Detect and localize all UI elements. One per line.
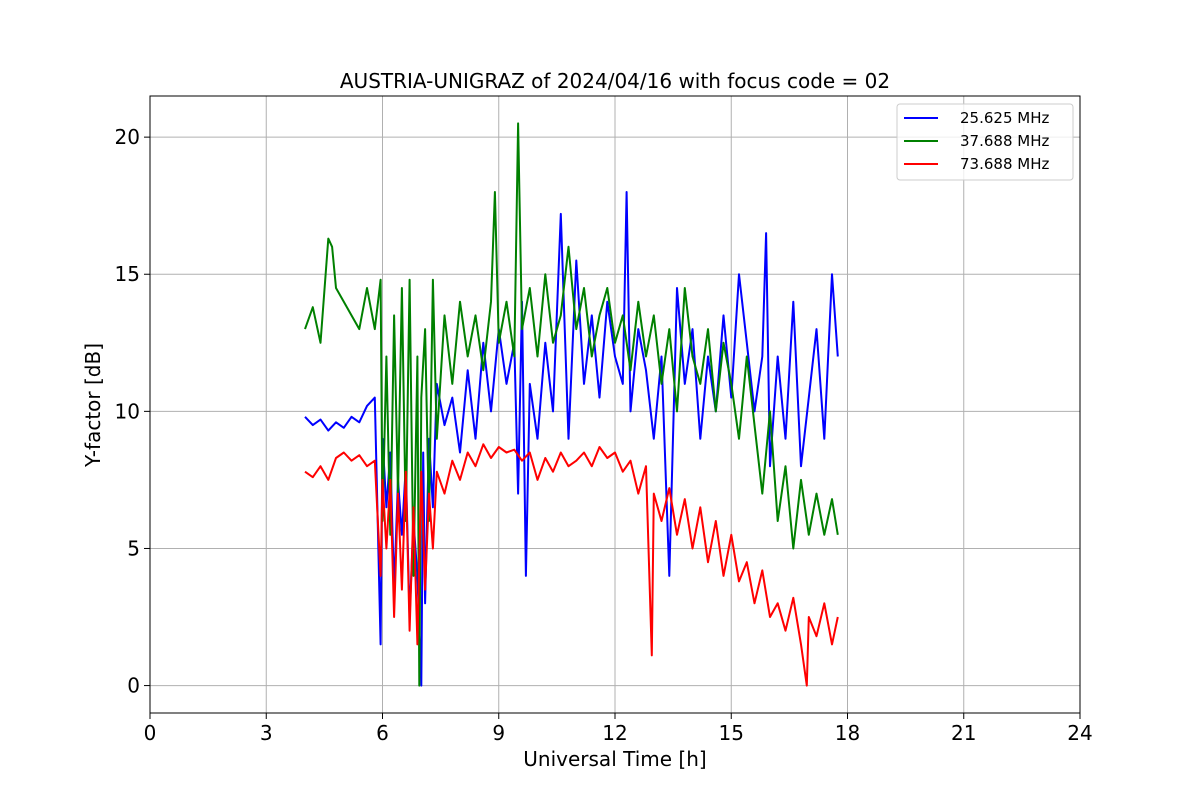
chart-title: AUSTRIA-UNIGRAZ of 2024/04/16 with focus… <box>340 69 890 93</box>
x-tick-label: 12 <box>602 721 627 745</box>
x-tick-label: 24 <box>1067 721 1092 745</box>
y-tick-label: 20 <box>115 125 140 149</box>
y-tick-label: 10 <box>115 399 140 423</box>
x-tick-label: 3 <box>260 721 273 745</box>
series-line-2 <box>304 122 839 687</box>
x-tick-label: 9 <box>492 721 505 745</box>
y-axis-ticks: 0 5 10 15 20 <box>115 125 150 698</box>
y-tick-label: 5 <box>127 536 140 560</box>
x-tick-label: 15 <box>719 721 744 745</box>
legend-label: 37.688 MHz <box>960 132 1049 150</box>
y-tick-label: 15 <box>115 262 140 286</box>
x-tick-label: 18 <box>835 721 860 745</box>
legend-box <box>896 103 1074 181</box>
x-axis-label: Universal Time [h] <box>523 747 706 771</box>
x-tick-label: 0 <box>144 721 157 745</box>
series-line-3 <box>304 443 839 687</box>
y-axis-label: Y-factor [dB] <box>81 343 105 468</box>
x-tick-label: 6 <box>376 721 389 745</box>
x-tick-label: 21 <box>951 721 976 745</box>
y-tick-label: 0 <box>127 674 140 698</box>
x-axis-ticks: 0 3 6 9 12 15 18 21 24 <box>144 713 1093 745</box>
legend-label: 25.625 MHz <box>960 109 1049 127</box>
legend-label: 73.688 MHz <box>960 155 1049 173</box>
series-lines <box>304 122 839 687</box>
legend: 25.625 MHz 37.688 MHz 73.688 MHz <box>896 103 1074 181</box>
